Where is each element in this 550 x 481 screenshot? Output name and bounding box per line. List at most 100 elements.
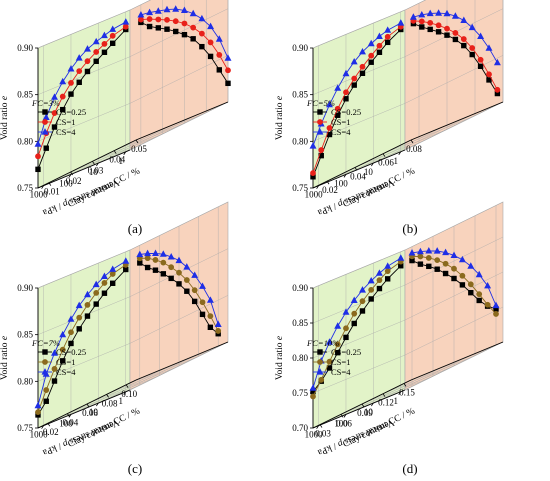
z-tick-label: 0.03	[88, 165, 104, 175]
x-tick-mark	[343, 174, 347, 178]
projection-point-CS=4	[435, 9, 443, 16]
data-point-CS=1	[343, 325, 349, 332]
projection-point-CS=1	[493, 311, 499, 317]
projection-point-CS=0.25	[444, 32, 450, 38]
grid-line-x-floor	[125, 103, 224, 152]
x-tick-label: 10	[89, 407, 99, 417]
data-point-CS=1	[318, 147, 325, 153]
z-tick-mark	[67, 413, 70, 417]
legend-entry: CS=4	[56, 127, 76, 137]
data-point-CS=1	[359, 298, 366, 305]
projection-point-CS=0.25	[191, 298, 198, 305]
data-point-CS=4	[334, 84, 342, 91]
data-point-CS=0.25	[376, 285, 383, 292]
x-tick-label: 100	[59, 178, 73, 188]
projection-point-CS=4	[144, 249, 152, 257]
x-axis-label-word: kPa	[315, 442, 333, 457]
projection-point-CS=4	[477, 32, 485, 39]
z-tick-label: 0.06	[82, 408, 98, 418]
data-point-CS=1	[384, 268, 391, 275]
projection-point-CS=0.25	[469, 51, 475, 58]
projection-point-CS=4	[418, 10, 426, 18]
grid-line-y-left	[312, 319, 406, 359]
projection-point-CS=4	[199, 282, 206, 289]
projection-point-CS=1	[418, 18, 425, 25]
grid-line-y-left	[37, 103, 131, 142]
projection-point-CS=4	[198, 14, 206, 22]
data-point-CS=1	[101, 40, 108, 47]
x-tick-label: 100	[59, 418, 73, 428]
data-point-CS=1	[343, 89, 349, 96]
x-tick-label: 1000	[30, 430, 49, 440]
data-point-CS=0.25	[326, 365, 333, 371]
y-axis-label: Void ratio e	[0, 336, 10, 380]
data-point-CS=4	[109, 25, 117, 32]
projection-point-CS=1	[137, 16, 144, 23]
projection-point-CS=0.25	[486, 77, 492, 83]
data-point-CS=4	[100, 31, 108, 39]
y-tick-label: 0.90	[17, 283, 33, 293]
grid-line-z-floor	[126, 346, 219, 385]
legend-marker	[317, 119, 323, 125]
projection-point-CS=4	[189, 9, 197, 17]
data-point-CS=1	[84, 58, 91, 65]
z-tick-mark	[319, 424, 323, 428]
data-point-CS=1	[51, 110, 58, 116]
data-point-CS=4	[350, 296, 358, 303]
projection-point-CS=0.25	[417, 261, 424, 267]
z-tick-label: 0.04	[350, 171, 366, 181]
x-axis-label-word: /	[54, 440, 62, 451]
data-point-CS=1	[351, 310, 358, 317]
data-point-CS=1	[326, 125, 333, 131]
x-axis-label-word: p	[59, 437, 70, 449]
y-tick-label: 0.90	[292, 43, 308, 53]
z-tick-label: 0.04	[109, 155, 125, 165]
grid-line-y-right	[404, 101, 504, 151]
data-point-CS=0.25	[84, 68, 91, 75]
data-point-CS=4	[75, 54, 83, 61]
z-axis-label: Clay content CC / %	[342, 406, 417, 450]
z-tick-mark	[382, 393, 386, 397]
panel-caption: (d)	[402, 461, 417, 476]
projection-point-CS=1	[225, 67, 231, 74]
data-point-CS=4	[326, 338, 333, 345]
projection-point-CS=0.25	[160, 271, 167, 277]
y-tick-label: 0.75	[292, 388, 308, 398]
x-tick-mark	[123, 391, 127, 395]
data-point-CS=4	[309, 384, 317, 391]
projection-point-CS=0.25	[477, 63, 484, 70]
legend-marker	[42, 109, 48, 115]
projection-point-CS=4	[484, 281, 492, 289]
data-point-CS=4	[34, 140, 42, 147]
x-axis-line	[312, 149, 406, 189]
data-point-CS=0.25	[368, 296, 374, 302]
data-point-CS=1	[101, 280, 108, 286]
projection-point-CS=0.25	[190, 36, 196, 42]
projection-point-CS=4	[468, 23, 476, 31]
x-axis-label-word: /	[329, 440, 337, 451]
projection-point-CS=1	[207, 313, 214, 320]
data-point-CS=4	[67, 315, 75, 322]
y-tick-label: 0.90	[292, 283, 308, 293]
projection-point-CS=0.25	[452, 36, 459, 43]
legend-marker	[41, 368, 49, 375]
grid-line-z-floor	[319, 386, 413, 425]
x-tick-label: 1	[119, 396, 124, 406]
data-point-CS=4	[309, 142, 317, 149]
z-tick-label: 0.03	[315, 429, 331, 439]
grid-line-y-left	[37, 9, 131, 49]
data-point-CS=4	[342, 308, 350, 315]
z-tick-mark	[326, 180, 330, 185]
data-point-CS=4	[367, 276, 375, 284]
grid-line-z-floor	[340, 376, 434, 415]
grid-line-z-floor	[86, 365, 180, 405]
legend-marker	[317, 109, 323, 115]
x-axis-line	[37, 149, 131, 189]
data-point-CS=1	[351, 75, 358, 82]
panel-caption: (c)	[128, 461, 142, 476]
projection-point-CS=4	[492, 301, 500, 309]
data-point-CS=0.25	[51, 378, 58, 384]
projection-point-CS=4	[433, 247, 441, 254]
legend-entry: CS=0.25	[56, 347, 86, 357]
